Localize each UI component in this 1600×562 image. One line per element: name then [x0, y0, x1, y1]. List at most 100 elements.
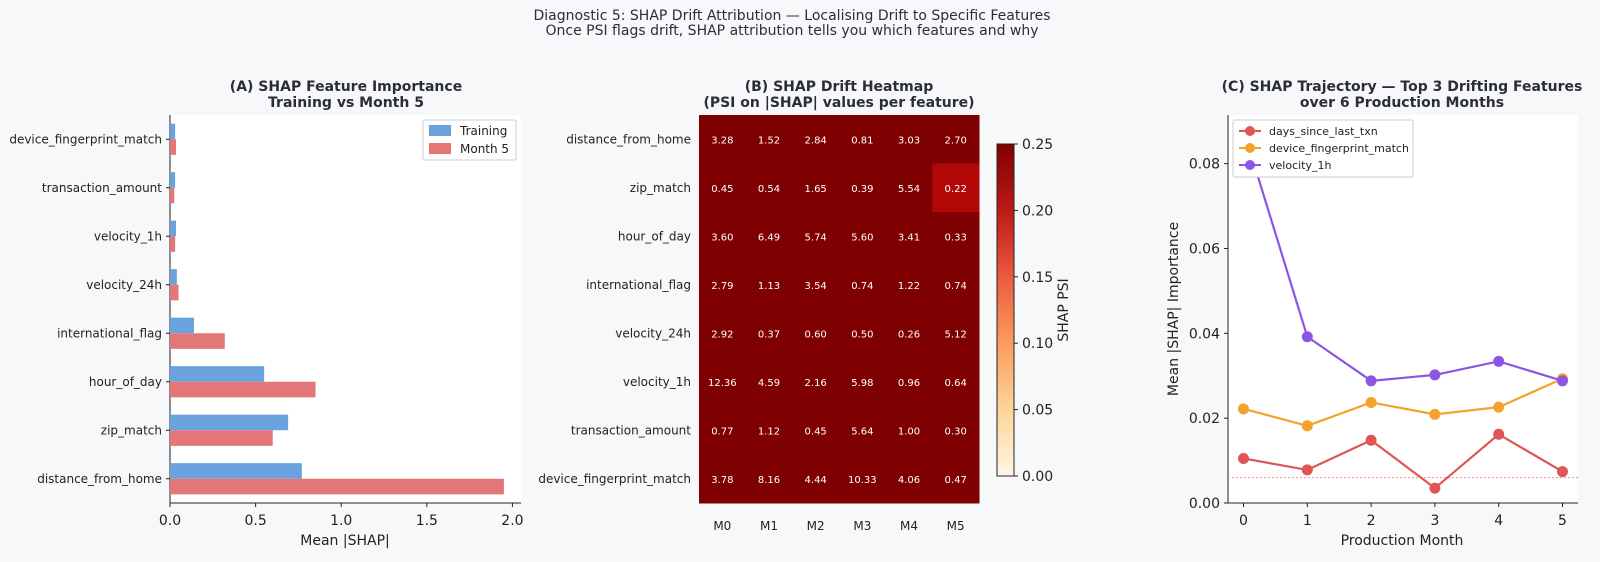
figure-suptitle: Diagnostic 5: SHAP Drift Attribution — L…: [533, 8, 1050, 24]
x-tick-label-2.0: 2.0: [501, 513, 523, 529]
bar-international_flag-month-5: [170, 333, 225, 349]
panel-c-title-line2: over 6 Production Months: [1300, 95, 1504, 111]
series-point-days_since_last_txn-5: [1557, 466, 1568, 478]
panel-b-colorbar-label: SHAP PSI: [1056, 278, 1072, 341]
heatmap-cell-device_fingerprint_match-M3: [839, 454, 887, 504]
series-point-velocity_1h-2: [1365, 375, 1377, 387]
category-label-device_fingerprint_match: device_fingerprint_match: [9, 132, 162, 146]
heatmap-value-transaction_amount-M1: 1.12: [758, 426, 780, 437]
panel-a-legend: Training Month 5: [422, 119, 517, 161]
figure-subtitle: Once PSI flags drift, SHAP attribution t…: [545, 23, 1038, 39]
heatmap-value-distance_from_home-M3: 0.81: [851, 135, 873, 146]
heatmap-value-distance_from_home-M5: 2.70: [945, 135, 967, 146]
heatmap-value-international_flag-M0: 2.79: [711, 281, 733, 292]
heatmap-cell-velocity_24h-M3: [839, 309, 887, 358]
heatmap-value-zip_match-M4: 5.54: [898, 184, 920, 195]
series-point-days_since_last_txn-3: [1429, 482, 1441, 494]
panel-a-bar-chart: (A) SHAP Feature Importance Training vs …: [9, 79, 523, 549]
category-label-zip_match: zip_match: [101, 423, 162, 437]
heatmap-cell-international_flag-M4: [885, 260, 933, 310]
heatmap-cell-zip_match-M1: [745, 163, 793, 213]
series-point-days_since_last_txn-4: [1493, 428, 1505, 440]
heatmap-cell-international_flag-M3: [839, 260, 887, 310]
heatmap-cell-distance_from_home-M2: [792, 115, 840, 164]
heatmap-cell-distance_from_home-M1: [745, 115, 793, 164]
heatmap-row-label-hour_of_day: hour_of_day: [618, 229, 691, 243]
heatmap-value-velocity_24h-M0: 2.92: [711, 329, 733, 340]
bar-transaction_amount-training: [170, 172, 176, 188]
heatmap-cell-device_fingerprint_match-M5: [932, 454, 980, 504]
heatmap-value-velocity_24h-M5: 5.12: [945, 329, 967, 340]
category-label-velocity_1h: velocity_1h: [94, 229, 162, 243]
colorbar-tick-label-0.00: 0.00: [1022, 469, 1053, 485]
heatmap-cell-international_flag-M2: [792, 260, 840, 310]
heatmap-cell-zip_match-M5: [932, 163, 980, 213]
series-line-device_fingerprint_match: [1243, 377, 1563, 427]
heatmap-cell-transaction_amount-M5: [932, 406, 980, 455]
category-label-velocity_24h: velocity_24h: [86, 278, 162, 292]
heatmap-value-velocity_1h-M1: 4.59: [758, 378, 780, 389]
heatmap-value-device_fingerprint_match-M5: 0.47: [945, 475, 967, 486]
heatmap-value-international_flag-M1: 1.13: [758, 281, 780, 292]
colorbar-tick-label-0.15: 0.15: [1022, 270, 1053, 286]
heatmap-value-device_fingerprint_match-M4: 4.06: [898, 475, 920, 486]
series-point-velocity_1h-4: [1493, 355, 1505, 367]
legend-label-velocity: velocity_1h: [1269, 159, 1331, 172]
heatmap-column-label-M3: M3: [853, 519, 871, 533]
heatmap-cell-international_flag-M0: [699, 260, 747, 310]
legend-marker-device: [1245, 143, 1255, 153]
y-tick-label-0.04: 0.04: [1189, 326, 1220, 342]
bar-zip_match-month-5: [170, 430, 273, 446]
colorbar-tick-label-0.25: 0.25: [1022, 137, 1053, 153]
bar-hour_of_day-training: [170, 366, 265, 382]
bar-transaction_amount-month-5: [170, 187, 175, 204]
bar-distance_from_home-training: [170, 463, 302, 479]
series-point-days_since_last_txn-1: [1301, 464, 1313, 476]
heatmap-cell-distance_from_home-M5: [932, 115, 980, 164]
heatmap-cell-distance_from_home-M4: [885, 115, 933, 164]
series-point-device_fingerprint_match-1: [1301, 420, 1313, 432]
legend-swatch-month-5: [429, 143, 451, 154]
heatmap-cell-velocity_24h-M4: [885, 309, 933, 358]
heatmap-value-hour_of_day-M3: 5.60: [851, 232, 873, 243]
heatmap-cell-velocity_24h-M1: [745, 309, 793, 358]
heatmap-cell-velocity_1h-M3: [839, 357, 887, 407]
bar-velocity_1h-month-5: [170, 236, 176, 252]
series-point-days_since_last_txn-2: [1365, 434, 1377, 446]
heatmap-cell-zip_match-M4: [885, 163, 933, 213]
heatmap-value-international_flag-M3: 0.74: [851, 281, 873, 292]
bar-velocity_24h-training: [170, 269, 177, 285]
panel-c-y-ticks: 0.00 0.02 0.04 0.06 0.08: [1189, 157, 1228, 512]
category-label-transaction_amount: transaction_amount: [42, 181, 162, 195]
x-tick-label-1.5: 1.5: [416, 513, 438, 529]
heatmap-value-transaction_amount-M3: 5.64: [851, 426, 873, 437]
heatmap-value-hour_of_day-M5: 0.33: [945, 232, 967, 243]
panel-b-title-line2: (PSI on |SHAP| values per feature): [703, 95, 974, 111]
heatmap-cell-transaction_amount-M2: [792, 406, 840, 455]
series-point-velocity_1h-1: [1301, 331, 1313, 343]
panel-a-title-line2: Training vs Month 5: [268, 95, 424, 111]
bar-device_fingerprint_match-training: [170, 123, 176, 140]
series-point-device_fingerprint_match-3: [1429, 408, 1441, 420]
y-tick-label-0.08: 0.08: [1189, 157, 1220, 173]
heatmap-cell-transaction_amount-M3: [839, 406, 887, 455]
heatmap-value-transaction_amount-M0: 0.77: [711, 426, 733, 437]
heatmap-row-label-distance_from_home: distance_from_home: [566, 132, 691, 146]
x-tick-label-3: 3: [1430, 513, 1439, 529]
heatmap-cell-hour_of_day-M5: [932, 212, 980, 261]
legend-label-month-5: Month 5: [460, 142, 509, 156]
heatmap-cell-velocity_1h-M4: [885, 357, 933, 407]
series-point-velocity_1h-5: [1557, 375, 1568, 387]
panel-c-title-line1: (C) SHAP Trajectory — Top 3 Drifting Fea…: [1222, 79, 1583, 95]
heatmap-cell-velocity_24h-M2: [792, 309, 840, 358]
heatmap-value-distance_from_home-M0: 3.28: [711, 135, 733, 146]
x-tick-label-4: 4: [1494, 513, 1503, 529]
heatmap-value-device_fingerprint_match-M1: 8.16: [758, 475, 780, 486]
legend-marker-velocity: [1245, 160, 1255, 170]
panel-c-x-label: Production Month: [1341, 533, 1464, 549]
category-label-hour_of_day: hour_of_day: [89, 375, 162, 389]
heatmap-row-label-device_fingerprint_match: device_fingerprint_match: [538, 472, 691, 486]
heatmap-cell-velocity_1h-M2: [792, 357, 840, 407]
bar-velocity_1h-training: [170, 220, 176, 237]
